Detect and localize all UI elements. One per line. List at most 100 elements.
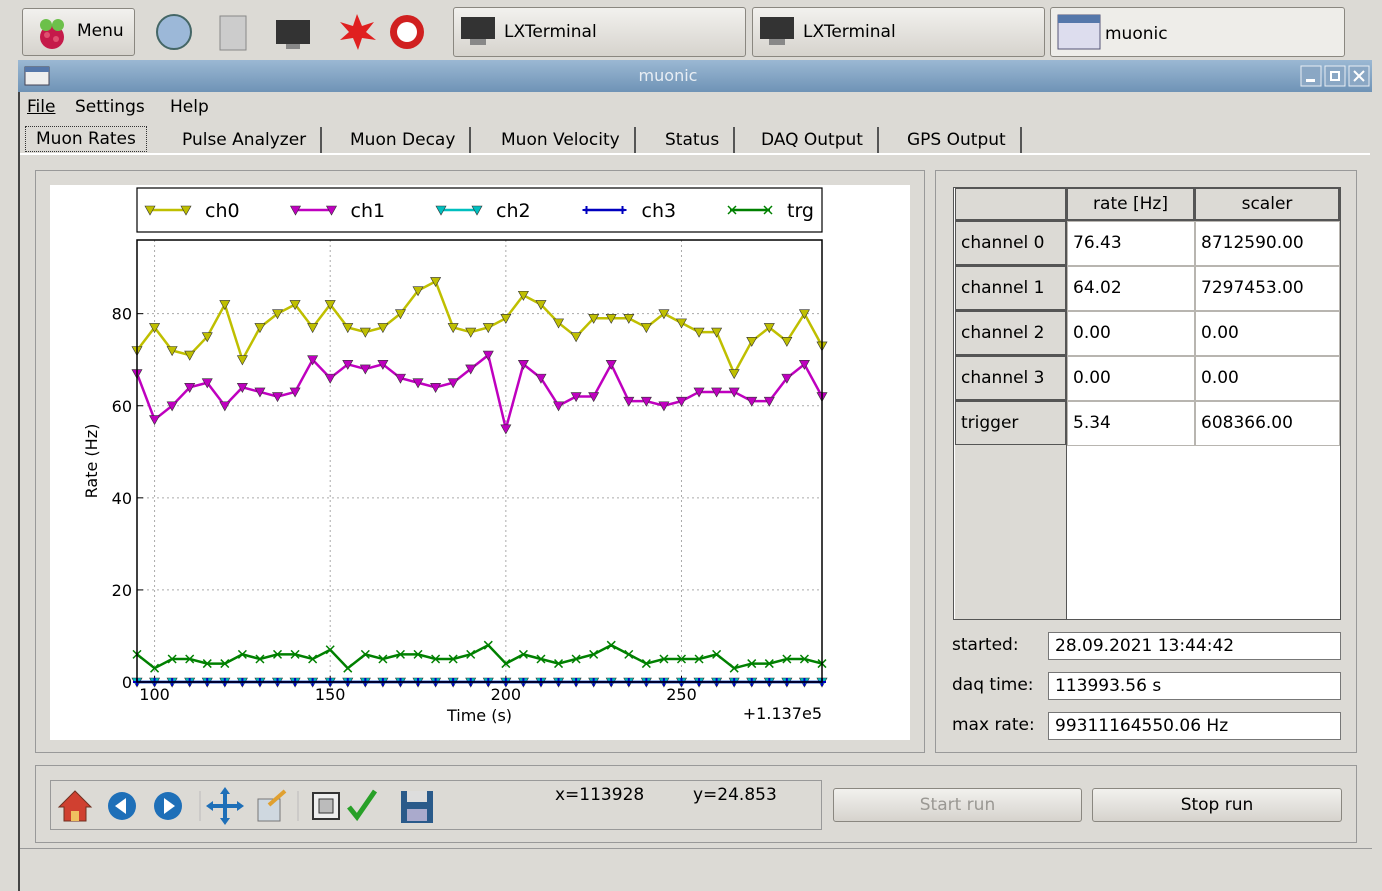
- y-tick-label: 80: [112, 305, 132, 324]
- data-point: [150, 663, 160, 673]
- data-point: [289, 300, 301, 311]
- stop-button[interactable]: Stop run: [1092, 788, 1342, 822]
- info-label: started:: [952, 635, 1019, 655]
- toolbar-icons[interactable]: [55, 785, 445, 827]
- x-offset: +1.137e5: [743, 704, 822, 723]
- data-point: [219, 300, 231, 311]
- task-button[interactable]: LXTerminal: [453, 7, 746, 57]
- data-point: [290, 649, 300, 659]
- data-point: [412, 378, 424, 389]
- table-cell: 64.02: [1067, 266, 1195, 311]
- menu-button[interactable]: Menu: [22, 8, 135, 56]
- data-point: [447, 378, 459, 389]
- data-point: [272, 392, 284, 403]
- data-point: [272, 649, 283, 659]
- menu-label: Menu: [77, 21, 124, 41]
- data-point: [236, 383, 248, 393]
- table-cell: 0.00: [1067, 356, 1195, 401]
- plot-frame: [136, 239, 823, 683]
- data-point: [747, 659, 757, 669]
- data-point: [658, 401, 670, 412]
- tab[interactable]: DAQ Output: [747, 127, 879, 153]
- tab[interactable]: Status: [651, 127, 736, 153]
- data-point: [517, 360, 529, 370]
- data-point: [430, 277, 442, 288]
- data-point: [219, 401, 231, 412]
- data-point: [693, 327, 705, 338]
- data-point: [237, 649, 247, 659]
- data-point: [307, 355, 319, 366]
- menu-item[interactable]: Settings: [75, 97, 145, 117]
- data-point: [535, 373, 547, 384]
- data-point: [412, 286, 424, 297]
- task-button[interactable]: LXTerminal: [752, 7, 1045, 57]
- column-header: rate [Hz]: [1067, 188, 1195, 221]
- data-point: [377, 323, 389, 334]
- table-cell: 76.43: [1067, 221, 1195, 266]
- x-tick-label: 250: [666, 685, 697, 704]
- tab-active[interactable]: Muon Rates: [25, 126, 147, 152]
- table-cell: 608366.00: [1195, 401, 1340, 446]
- data-point: [605, 360, 617, 370]
- data-point: [570, 332, 582, 343]
- tab-divider: [20, 153, 1370, 155]
- row-header: trigger: [955, 401, 1067, 446]
- y-tick-label: 20: [112, 581, 132, 600]
- data-point: [553, 318, 565, 329]
- y-tick-label: 40: [112, 489, 132, 508]
- x-axis-label: Time (s): [446, 706, 512, 725]
- legend-label: ch0: [205, 200, 240, 222]
- start-button[interactable]: Start run: [833, 788, 1082, 822]
- data-point: [624, 649, 634, 659]
- tab[interactable]: Muon Velocity: [487, 127, 636, 153]
- chart: 0 20 40 60 80 100 150 200 250 Time (s) +1.137e5 Rat…: [50, 185, 910, 740]
- data-point: [394, 373, 406, 384]
- data-point: [746, 396, 758, 407]
- data-point: [185, 654, 195, 664]
- data-point: [623, 396, 635, 407]
- data-point: [324, 300, 336, 311]
- terminal-icon: [760, 17, 794, 45]
- data-point: [640, 396, 652, 407]
- data-point: [553, 401, 565, 412]
- tab[interactable]: GPS Output: [893, 127, 1022, 153]
- status-panel: [935, 170, 1357, 753]
- menu-item[interactable]: File: [27, 97, 56, 117]
- data-point: [500, 313, 512, 324]
- data-point: [729, 663, 739, 673]
- data-point: [623, 313, 635, 324]
- y-tick-label: 60: [112, 397, 132, 416]
- data-point: [763, 396, 775, 407]
- window: [18, 60, 1372, 891]
- data-point: [763, 323, 775, 334]
- data-point: [448, 654, 458, 664]
- window-title: muonic: [638, 66, 698, 85]
- data-point: [201, 332, 213, 343]
- data-point: [711, 327, 723, 338]
- tab[interactable]: Pulse Analyzer: [168, 127, 323, 153]
- task-button-active[interactable]: muonic: [1050, 7, 1345, 57]
- table-cell: 0.00: [1195, 311, 1340, 356]
- window-controls[interactable]: [1300, 65, 1370, 87]
- legend-marker: [289, 205, 302, 216]
- data-point: [712, 649, 722, 659]
- data-point: [377, 360, 389, 370]
- data-point: [166, 401, 178, 412]
- data-point: [201, 378, 213, 389]
- legend-marker: [471, 205, 483, 216]
- legend-marker: [180, 205, 192, 216]
- row-header: channel 3: [955, 356, 1067, 401]
- data-point: [764, 659, 774, 669]
- data-point: [308, 654, 318, 664]
- table-cell: 0.00: [1067, 311, 1195, 356]
- task-label: LXTerminal: [803, 22, 896, 42]
- info-field: 28.09.2021 13:44:42: [1048, 632, 1341, 660]
- legend-marker: [325, 205, 338, 216]
- menu-item[interactable]: Help: [170, 97, 209, 117]
- y-tick-label: 0: [122, 673, 132, 692]
- legend-marker: [727, 205, 737, 215]
- tab[interactable]: Muon Decay: [336, 127, 472, 153]
- legend-marker: [618, 206, 627, 214]
- data-point: [359, 364, 371, 375]
- row-header-column: [955, 445, 1067, 619]
